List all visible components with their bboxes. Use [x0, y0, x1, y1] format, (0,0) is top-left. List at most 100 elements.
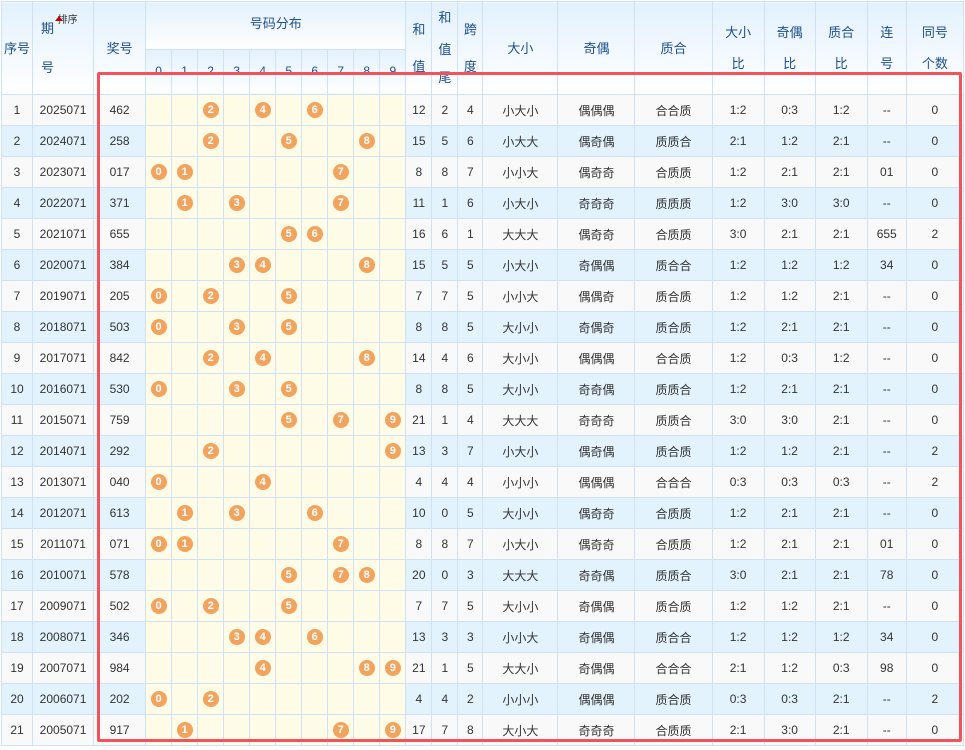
distribution-cell-1: 1	[171, 497, 199, 529]
distribution-cell-9	[379, 94, 407, 126]
distribution-cell-9	[379, 559, 407, 591]
distribution-cell-3	[223, 559, 251, 591]
distribution-cell-9	[379, 125, 407, 157]
cell-size: 大小小	[482, 497, 559, 529]
distribution-cell-5	[275, 156, 303, 188]
distribution-cell-8	[353, 497, 381, 529]
distribution-cell-9: 9	[379, 652, 407, 684]
distribution-cell-6	[301, 280, 329, 312]
distribution-cell-0	[145, 125, 173, 157]
header-size: 大小	[482, 1, 559, 95]
distribution-cell-4: 4	[249, 249, 277, 281]
cell-size-ratio: 2:1	[711, 652, 765, 684]
cell-number: 984	[93, 652, 147, 684]
sort-up-arrow-icon[interactable]	[55, 16, 64, 21]
number-ball: 3	[228, 195, 245, 211]
distribution-cell-5: 5	[275, 590, 303, 622]
distribution-cell-1	[171, 621, 199, 653]
distribution-cell-2: 2	[197, 683, 225, 715]
distribution-cell-5: 5	[275, 559, 303, 591]
distribution-cell-8: 8	[353, 249, 381, 281]
distribution-cell-6	[301, 404, 329, 436]
cell-issue: 2013071	[32, 466, 95, 498]
table-row: 17 2009071 502 0 2 5 7 7 5 大小小 奇偶偶 质合质 1:2 1:2 2:1 -- 0	[0, 590, 965, 622]
distribution-cell-7: 7	[327, 187, 355, 219]
distribution-cell-9	[379, 466, 407, 498]
table-row: 1 2025071 462 2 4 6 12 2 4 小大小 偶偶偶 合合质 1:2 0:3 1:2 -- 0	[0, 94, 965, 126]
cell-span: 3	[457, 559, 484, 591]
distribution-cell-9	[379, 156, 407, 188]
distribution-cell-7	[327, 652, 355, 684]
distribution-cell-4	[249, 559, 277, 591]
distribution-cell-8	[353, 466, 381, 498]
distribution-cell-3: 3	[223, 497, 251, 529]
number-ball: 0	[150, 691, 167, 707]
cell-size: 大小小	[482, 311, 559, 343]
cell-parity: 奇奇奇	[557, 714, 636, 746]
number-ball: 0	[150, 536, 167, 552]
distribution-cell-7	[327, 249, 355, 281]
cell-consecutive: --	[866, 311, 907, 343]
sort-button[interactable]: 排序	[57, 15, 78, 26]
cell-size-ratio: 1:2	[711, 373, 765, 405]
cell-seq: 12	[0, 435, 34, 467]
header-digit-8: 8	[353, 48, 381, 96]
cell-span: 5	[457, 311, 484, 343]
cell-number: 205	[93, 280, 147, 312]
distribution-cell-4: 4	[249, 652, 277, 684]
distribution-cell-2	[197, 218, 225, 250]
table-row: 4 2022071 371 1 3 7 11 1 6 小大小 奇奇奇 质质质 1:2 3:0 3:0 -- 0	[0, 187, 965, 219]
cell-sum-tail: 1	[431, 652, 459, 684]
cell-seq: 11	[0, 404, 34, 436]
cell-number: 384	[93, 249, 147, 281]
cell-parity: 偶奇奇	[557, 497, 636, 529]
number-ball: 0	[150, 288, 167, 304]
distribution-cell-3: 3	[223, 621, 251, 653]
distribution-cell-3	[223, 280, 251, 312]
cell-parity: 奇偶偶	[557, 249, 636, 281]
cell-span: 3	[457, 621, 484, 653]
cell-same-count: 0	[905, 94, 965, 126]
distribution-cell-8	[353, 714, 381, 746]
distribution-cell-6	[301, 125, 329, 157]
cell-size-ratio: 1:2	[711, 311, 765, 343]
cell-sum-tail: 7	[431, 714, 459, 746]
distribution-cell-8	[353, 404, 381, 436]
cell-issue: 2025071	[32, 94, 95, 126]
distribution-cell-4	[249, 125, 277, 157]
cell-parity-ratio: 2:1	[763, 218, 816, 250]
cell-seq: 15	[0, 528, 34, 560]
cell-sum: 16	[405, 218, 433, 250]
cell-prime-ratio: 2:1	[814, 373, 868, 405]
distribution-cell-3: 3	[223, 373, 251, 405]
distribution-cell-5: 5	[275, 280, 303, 312]
distribution-cell-6	[301, 590, 329, 622]
cell-seq: 3	[0, 156, 34, 188]
distribution-cell-2: 2	[197, 342, 225, 374]
cell-sum-tail: 6	[431, 218, 459, 250]
cell-issue: 2014071	[32, 435, 95, 467]
number-ball: 6	[306, 102, 323, 118]
cell-sum: 7	[405, 280, 433, 312]
cell-parity-ratio: 0:3	[763, 94, 816, 126]
cell-issue: 2024071	[32, 125, 95, 157]
distribution-cell-8	[353, 94, 381, 126]
number-ball: 1	[176, 195, 193, 211]
distribution-cell-0: 0	[145, 156, 173, 188]
header-issue[interactable]: 期 排序 号	[32, 1, 95, 95]
header-number: 奖号	[93, 1, 147, 95]
cell-prime-ratio: 2:1	[814, 497, 868, 529]
table-row: 9 2017071 842 2 4 8 14 4 6 大小小 偶偶偶 合合质 1:2 0:3 1:2 -- 0	[0, 342, 965, 374]
cell-parity-ratio: 1:2	[763, 280, 816, 312]
cell-number: 578	[93, 559, 147, 591]
distribution-cell-6	[301, 156, 329, 188]
cell-parity: 奇偶奇	[557, 311, 636, 343]
cell-consecutive: --	[866, 187, 907, 219]
number-ball: 1	[176, 536, 193, 552]
distribution-cell-9: 9	[379, 714, 407, 746]
header-digit-1: 1	[171, 48, 199, 96]
cell-seq: 17	[0, 590, 34, 622]
distribution-cell-8: 8	[353, 559, 381, 591]
number-ball: 4	[254, 474, 271, 490]
number-ball: 7	[332, 195, 349, 211]
